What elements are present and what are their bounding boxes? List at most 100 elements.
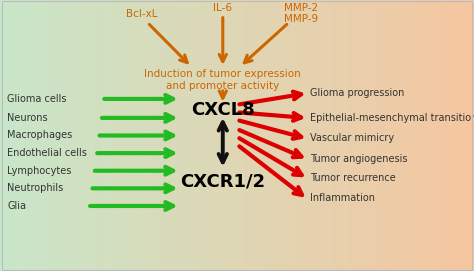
Bar bbox=[122, 0, 123, 271]
Text: Macrophages: Macrophages bbox=[7, 131, 73, 140]
Bar bbox=[446, 0, 447, 271]
Bar bbox=[280, 0, 281, 271]
Bar bbox=[269, 0, 270, 271]
Bar bbox=[51, 0, 52, 271]
Bar bbox=[469, 0, 471, 271]
Text: Tumor recurrence: Tumor recurrence bbox=[310, 173, 396, 182]
Bar bbox=[416, 0, 417, 271]
Bar bbox=[202, 0, 204, 271]
Bar bbox=[198, 0, 199, 271]
Bar bbox=[128, 0, 129, 271]
Bar bbox=[106, 0, 108, 271]
Bar bbox=[438, 0, 439, 271]
Bar bbox=[384, 0, 385, 271]
Bar bbox=[370, 0, 371, 271]
Bar bbox=[242, 0, 243, 271]
Bar bbox=[180, 0, 182, 271]
Bar bbox=[447, 0, 449, 271]
Bar bbox=[338, 0, 340, 271]
Bar bbox=[133, 0, 134, 271]
Bar bbox=[60, 0, 62, 271]
Bar bbox=[248, 0, 250, 271]
Bar bbox=[303, 0, 305, 271]
Bar bbox=[46, 0, 47, 271]
Bar bbox=[441, 0, 442, 271]
Bar bbox=[129, 0, 131, 271]
Bar bbox=[465, 0, 466, 271]
Bar bbox=[419, 0, 420, 271]
Bar bbox=[120, 0, 122, 271]
Bar bbox=[243, 0, 245, 271]
Bar bbox=[273, 0, 275, 271]
Bar bbox=[259, 0, 261, 271]
Text: Neurons: Neurons bbox=[7, 113, 48, 123]
Bar bbox=[365, 0, 366, 271]
Bar bbox=[376, 0, 378, 271]
Bar bbox=[38, 0, 39, 271]
Bar bbox=[190, 0, 191, 271]
Bar bbox=[89, 0, 90, 271]
Bar bbox=[397, 0, 398, 271]
Bar bbox=[281, 0, 283, 271]
Bar bbox=[182, 0, 183, 271]
Bar bbox=[49, 0, 51, 271]
Bar bbox=[374, 0, 376, 271]
Bar bbox=[74, 0, 76, 271]
Bar bbox=[428, 0, 430, 271]
Bar bbox=[185, 0, 186, 271]
Bar bbox=[261, 0, 262, 271]
Bar bbox=[328, 0, 330, 271]
Bar bbox=[1, 0, 3, 271]
Bar bbox=[341, 0, 343, 271]
Bar bbox=[417, 0, 419, 271]
Bar bbox=[36, 0, 38, 271]
Bar bbox=[330, 0, 332, 271]
Bar bbox=[16, 0, 18, 271]
Bar bbox=[392, 0, 393, 271]
Bar bbox=[18, 0, 19, 271]
Bar bbox=[14, 0, 16, 271]
Bar bbox=[256, 0, 257, 271]
Bar bbox=[294, 0, 295, 271]
Bar bbox=[6, 0, 8, 271]
Bar bbox=[84, 0, 85, 271]
Bar bbox=[156, 0, 158, 271]
Bar bbox=[409, 0, 411, 271]
Bar bbox=[41, 0, 43, 271]
Bar bbox=[207, 0, 209, 271]
Bar bbox=[390, 0, 392, 271]
Bar bbox=[39, 0, 41, 271]
Bar bbox=[209, 0, 210, 271]
Bar bbox=[302, 0, 303, 271]
Bar bbox=[153, 0, 155, 271]
Bar bbox=[246, 0, 248, 271]
Bar bbox=[430, 0, 431, 271]
Bar bbox=[319, 0, 321, 271]
Bar bbox=[71, 0, 73, 271]
Bar bbox=[100, 0, 101, 271]
Bar bbox=[123, 0, 125, 271]
Bar bbox=[345, 0, 346, 271]
Bar bbox=[164, 0, 166, 271]
Text: Epithelial-mesenchymal transition: Epithelial-mesenchymal transition bbox=[310, 113, 474, 123]
Bar bbox=[466, 0, 468, 271]
Bar bbox=[115, 0, 117, 271]
Bar bbox=[0, 0, 1, 271]
Bar bbox=[52, 0, 54, 271]
Bar bbox=[318, 0, 319, 271]
Bar bbox=[172, 0, 174, 271]
Bar bbox=[286, 0, 288, 271]
Bar bbox=[91, 0, 93, 271]
Bar bbox=[70, 0, 71, 271]
Bar bbox=[112, 0, 114, 271]
Bar bbox=[118, 0, 120, 271]
Bar bbox=[357, 0, 359, 271]
Bar bbox=[158, 0, 160, 271]
Bar bbox=[305, 0, 307, 271]
Bar bbox=[175, 0, 177, 271]
Bar bbox=[340, 0, 341, 271]
Bar bbox=[299, 0, 300, 271]
Bar bbox=[400, 0, 401, 271]
Bar bbox=[371, 0, 373, 271]
Bar bbox=[136, 0, 137, 271]
